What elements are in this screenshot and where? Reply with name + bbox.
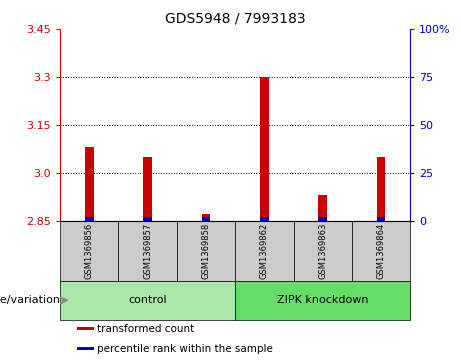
Text: GSM1369864: GSM1369864 [377, 223, 385, 279]
Text: ZIPK knockdown: ZIPK knockdown [277, 295, 368, 305]
Text: GSM1369858: GSM1369858 [201, 223, 210, 279]
Bar [118, 221, 177, 281]
Bar [143, 157, 152, 221]
Text: transformed count: transformed count [97, 324, 195, 334]
Bar [260, 77, 269, 221]
Bar [318, 195, 327, 221]
Bar [60, 281, 235, 320]
Bar [294, 221, 352, 281]
Bar [318, 217, 327, 221]
Title: GDS5948 / 7993183: GDS5948 / 7993183 [165, 11, 306, 25]
Bar [77, 327, 94, 330]
Bar [85, 217, 94, 221]
Text: GSM1369856: GSM1369856 [85, 223, 94, 279]
Bar [60, 221, 118, 281]
Text: GSM1369857: GSM1369857 [143, 223, 152, 279]
Text: GSM1369863: GSM1369863 [318, 223, 327, 279]
Bar [235, 281, 410, 320]
Text: GSM1369862: GSM1369862 [260, 223, 269, 279]
Bar [85, 147, 94, 221]
Bar [260, 217, 269, 221]
Text: genotype/variation: genotype/variation [0, 295, 60, 305]
Text: control: control [128, 295, 167, 305]
Bar [143, 217, 152, 221]
Bar [377, 217, 385, 221]
Bar [352, 221, 410, 281]
Bar [235, 221, 294, 281]
Text: percentile rank within the sample: percentile rank within the sample [97, 343, 273, 354]
Bar [201, 217, 210, 221]
Bar [377, 157, 385, 221]
Bar [77, 347, 94, 350]
Bar [201, 215, 210, 221]
Bar [177, 221, 235, 281]
